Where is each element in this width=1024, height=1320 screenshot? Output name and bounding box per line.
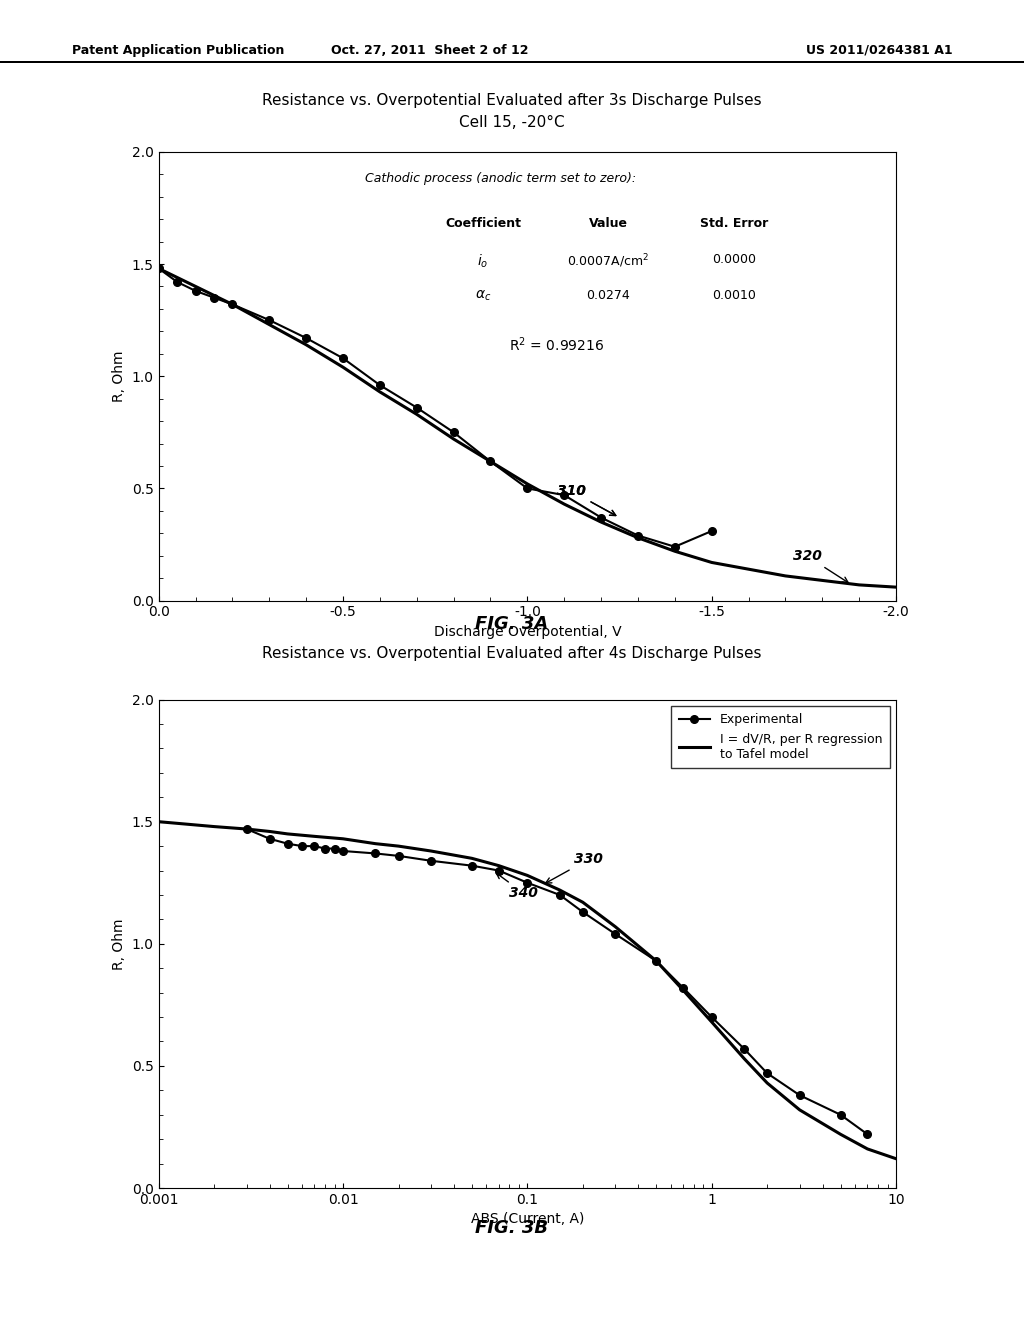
Text: Cathodic process (anodic term set to zero):: Cathodic process (anodic term set to zer… bbox=[366, 172, 636, 185]
I = dV/R, per R regression
to Tafel model bbox=[761, 1074, 773, 1090]
I = dV/R, per R regression
to Tafel model bbox=[738, 1051, 751, 1067]
I = dV/R, per R regression
to Tafel model bbox=[466, 850, 478, 866]
I = dV/R, per R regression
to Tafel model bbox=[208, 818, 220, 834]
Text: US 2011/0264381 A1: US 2011/0264381 A1 bbox=[806, 44, 952, 57]
Experimental bbox=[650, 953, 663, 969]
Text: 320: 320 bbox=[793, 549, 848, 582]
Experimental bbox=[425, 853, 437, 869]
Experimental bbox=[738, 1041, 751, 1057]
I = dV/R, per R regression
to Tafel model bbox=[794, 1102, 806, 1118]
Text: Resistance vs. Overpotential Evaluated after 4s Discharge Pulses: Resistance vs. Overpotential Evaluated a… bbox=[262, 645, 762, 661]
Experimental bbox=[337, 843, 349, 859]
Y-axis label: R, Ohm: R, Ohm bbox=[113, 350, 126, 403]
Experimental bbox=[308, 838, 321, 854]
Experimental bbox=[794, 1088, 806, 1104]
Experimental bbox=[761, 1065, 773, 1081]
I = dV/R, per R regression
to Tafel model bbox=[425, 843, 437, 859]
Text: Cell 15, -20°C: Cell 15, -20°C bbox=[459, 115, 565, 131]
Text: 0.0010: 0.0010 bbox=[712, 289, 756, 302]
I = dV/R, per R regression
to Tafel model bbox=[650, 953, 663, 969]
Text: $i_o$: $i_o$ bbox=[477, 253, 488, 271]
Experimental bbox=[861, 1126, 873, 1142]
I = dV/R, per R regression
to Tafel model bbox=[890, 1151, 902, 1167]
Experimental bbox=[392, 847, 404, 863]
Text: 310: 310 bbox=[557, 484, 615, 516]
I = dV/R, per R regression
to Tafel model bbox=[392, 838, 404, 854]
Text: Value: Value bbox=[589, 216, 628, 230]
Experimental bbox=[466, 858, 478, 874]
Text: 0.0000: 0.0000 bbox=[712, 253, 756, 265]
I = dV/R, per R regression
to Tafel model bbox=[153, 813, 165, 830]
Text: Std. Error: Std. Error bbox=[699, 216, 768, 230]
Experimental bbox=[329, 841, 341, 857]
Text: Patent Application Publication: Patent Application Publication bbox=[72, 44, 284, 57]
I = dV/R, per R regression
to Tafel model bbox=[577, 895, 589, 911]
Text: 310: 310 bbox=[557, 484, 615, 516]
Experimental bbox=[577, 904, 589, 920]
Line: Experimental: Experimental bbox=[243, 825, 871, 1138]
I = dV/R, per R regression
to Tafel model bbox=[554, 882, 566, 898]
I = dV/R, per R regression
to Tafel model bbox=[521, 867, 534, 883]
Experimental bbox=[370, 846, 382, 862]
I = dV/R, per R regression
to Tafel model bbox=[241, 821, 253, 837]
I = dV/R, per R regression
to Tafel model bbox=[835, 1126, 847, 1142]
I = dV/R, per R regression
to Tafel model bbox=[493, 858, 505, 874]
Text: $\alpha_c$: $\alpha_c$ bbox=[475, 289, 492, 304]
Experimental bbox=[835, 1106, 847, 1122]
Text: Resistance vs. Overpotential Evaluated after 3s Discharge Pulses: Resistance vs. Overpotential Evaluated a… bbox=[262, 92, 762, 108]
Experimental bbox=[263, 830, 275, 846]
Text: 330: 330 bbox=[546, 853, 603, 883]
Text: 0.0007A/cm$^2$: 0.0007A/cm$^2$ bbox=[567, 253, 649, 271]
Experimental bbox=[241, 821, 253, 837]
Text: 0.0274: 0.0274 bbox=[587, 289, 631, 302]
Experimental bbox=[296, 838, 308, 854]
I = dV/R, per R regression
to Tafel model bbox=[609, 919, 622, 935]
Experimental bbox=[319, 841, 332, 857]
Text: Coefficient: Coefficient bbox=[445, 216, 521, 230]
I = dV/R, per R regression
to Tafel model bbox=[861, 1140, 873, 1156]
Text: 340: 340 bbox=[497, 873, 539, 900]
Experimental bbox=[493, 863, 505, 879]
I = dV/R, per R regression
to Tafel model bbox=[706, 1014, 718, 1030]
I = dV/R, per R regression
to Tafel model bbox=[337, 830, 349, 846]
X-axis label: ABS (Current, A): ABS (Current, A) bbox=[471, 1212, 584, 1226]
Legend: Experimental, I = dV/R, per R regression
to Tafel model: Experimental, I = dV/R, per R regression… bbox=[671, 706, 890, 768]
I = dV/R, per R regression
to Tafel model bbox=[308, 829, 321, 845]
Experimental bbox=[554, 887, 566, 903]
Line: I = dV/R, per R regression
to Tafel model: I = dV/R, per R regression to Tafel mode… bbox=[159, 821, 896, 1159]
Text: FIG. 3B: FIG. 3B bbox=[475, 1218, 549, 1237]
Y-axis label: R, Ohm: R, Ohm bbox=[113, 917, 126, 970]
Experimental bbox=[282, 836, 294, 851]
Text: Oct. 27, 2011  Sheet 2 of 12: Oct. 27, 2011 Sheet 2 of 12 bbox=[332, 44, 528, 57]
I = dV/R, per R regression
to Tafel model bbox=[263, 824, 275, 840]
X-axis label: Discharge Overpotential, V: Discharge Overpotential, V bbox=[433, 624, 622, 639]
I = dV/R, per R regression
to Tafel model bbox=[370, 836, 382, 851]
Experimental bbox=[521, 875, 534, 891]
Experimental bbox=[609, 927, 622, 942]
Experimental bbox=[706, 1010, 718, 1026]
I = dV/R, per R regression
to Tafel model bbox=[282, 826, 294, 842]
Text: FIG. 3A: FIG. 3A bbox=[475, 615, 549, 634]
I = dV/R, per R regression
to Tafel model bbox=[677, 982, 689, 998]
Experimental bbox=[677, 979, 689, 995]
Text: R$^2$ = 0.99216: R$^2$ = 0.99216 bbox=[509, 335, 604, 354]
